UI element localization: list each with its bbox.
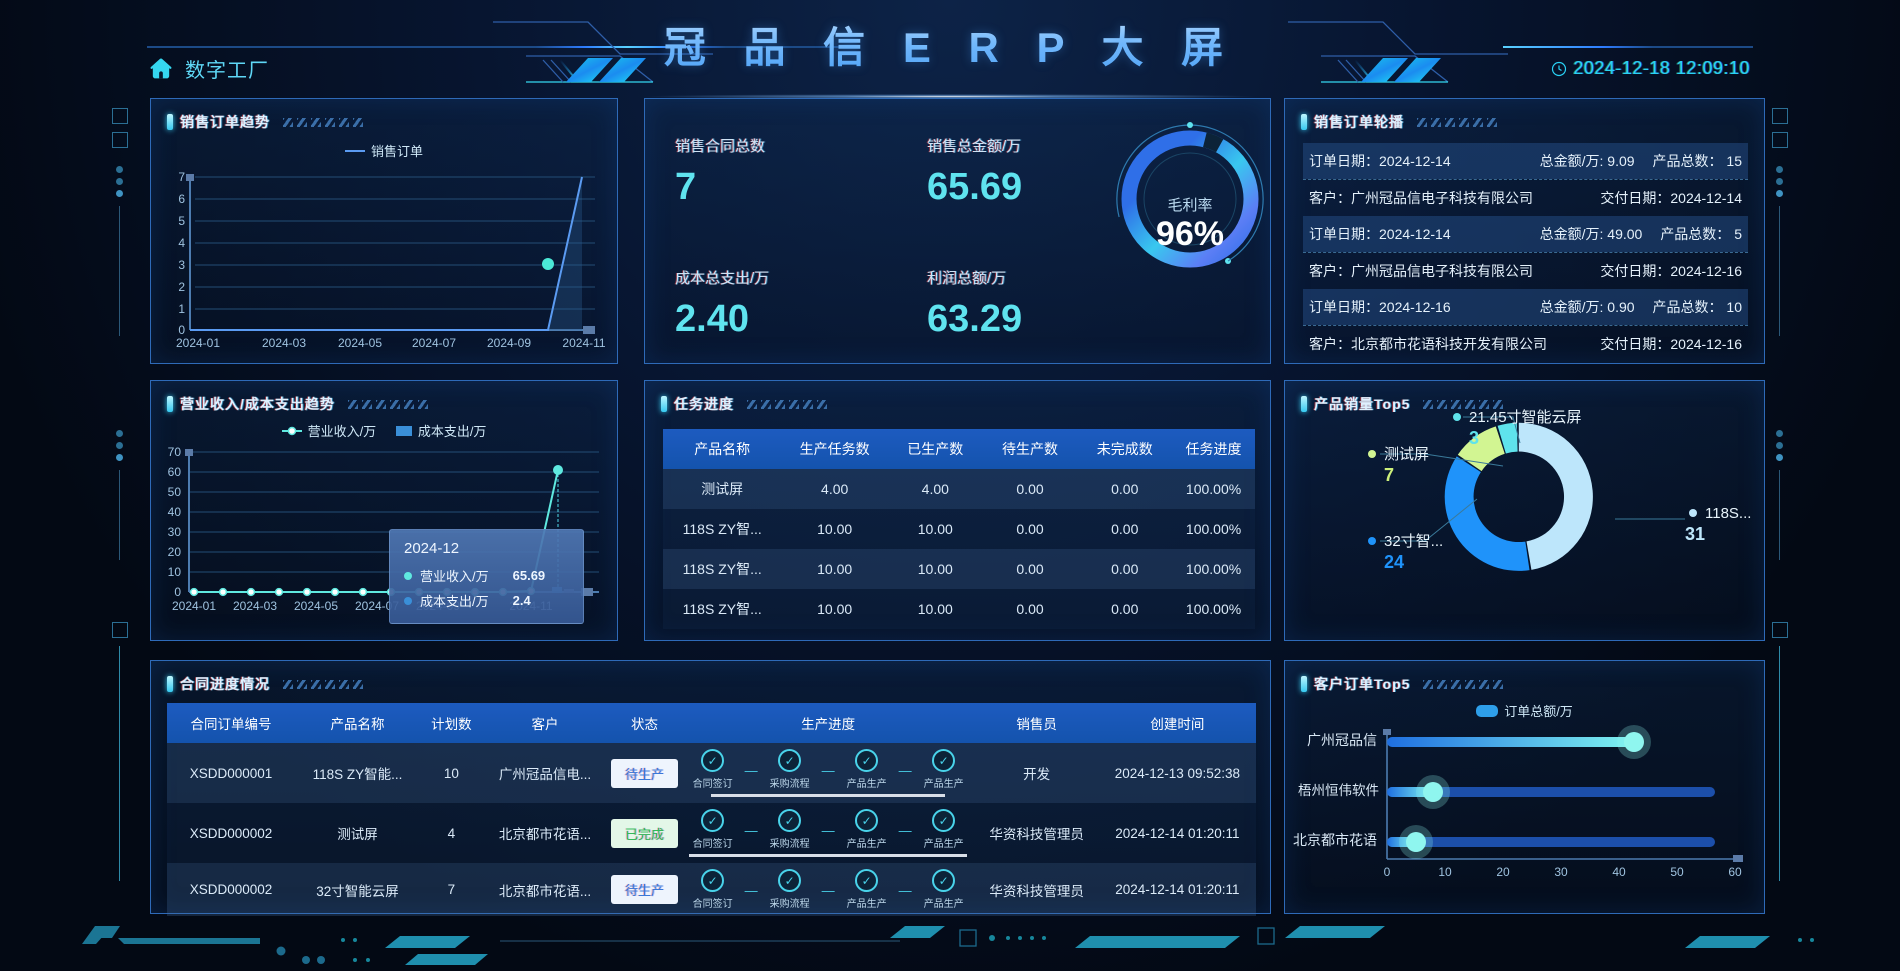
svg-text:30: 30 <box>1554 865 1568 879</box>
svg-text:60: 60 <box>168 465 182 479</box>
svg-text:70: 70 <box>168 445 182 459</box>
svg-text:10: 10 <box>1438 865 1452 879</box>
svg-text:32寸智...: 32寸智... <box>1384 532 1443 550</box>
svg-text:2024-01: 2024-01 <box>176 336 220 350</box>
svg-text:40: 40 <box>1612 865 1626 879</box>
svg-text:测试屏: 测试屏 <box>1384 446 1429 463</box>
svg-text:2024-11: 2024-11 <box>562 336 605 350</box>
svg-text:2024-07: 2024-07 <box>412 336 456 350</box>
svg-text:北京都市花语: 北京都市花语 <box>1293 832 1377 848</box>
svg-text:50: 50 <box>1670 865 1684 879</box>
svg-text:118S...: 118S... <box>1705 505 1751 522</box>
svg-text:4: 4 <box>178 236 185 250</box>
svg-text:20: 20 <box>1496 865 1510 879</box>
svg-text:40: 40 <box>168 505 182 519</box>
svg-text:2024-05: 2024-05 <box>294 599 338 613</box>
svg-text:2024-05: 2024-05 <box>338 336 382 350</box>
svg-text:10: 10 <box>168 565 182 579</box>
svg-text:20: 20 <box>168 545 182 559</box>
svg-text:0: 0 <box>178 323 185 337</box>
svg-text:7: 7 <box>178 170 185 184</box>
svg-text:2024-03: 2024-03 <box>262 336 306 350</box>
svg-text:24: 24 <box>1384 552 1404 572</box>
svg-text:3: 3 <box>178 258 185 272</box>
svg-text:31: 31 <box>1685 524 1705 544</box>
svg-text:广州冠品信: 广州冠品信 <box>1307 732 1377 748</box>
svg-text:50: 50 <box>168 485 182 499</box>
svg-text:60: 60 <box>1728 865 1742 879</box>
svg-text:梧州恒伟软件: 梧州恒伟软件 <box>1298 783 1379 798</box>
svg-text:3: 3 <box>1469 428 1479 448</box>
svg-text:2024-09: 2024-09 <box>487 336 531 350</box>
svg-text:7: 7 <box>1384 465 1394 485</box>
svg-text:1: 1 <box>178 302 185 316</box>
svg-text:2024-03: 2024-03 <box>233 599 277 613</box>
svg-text:2: 2 <box>178 280 185 294</box>
svg-text:6: 6 <box>178 192 185 206</box>
svg-text:0: 0 <box>174 585 181 599</box>
svg-text:2024-01: 2024-01 <box>172 599 216 613</box>
svg-text:30: 30 <box>168 525 182 539</box>
svg-text:5: 5 <box>178 214 185 228</box>
svg-text:0: 0 <box>1384 865 1391 879</box>
